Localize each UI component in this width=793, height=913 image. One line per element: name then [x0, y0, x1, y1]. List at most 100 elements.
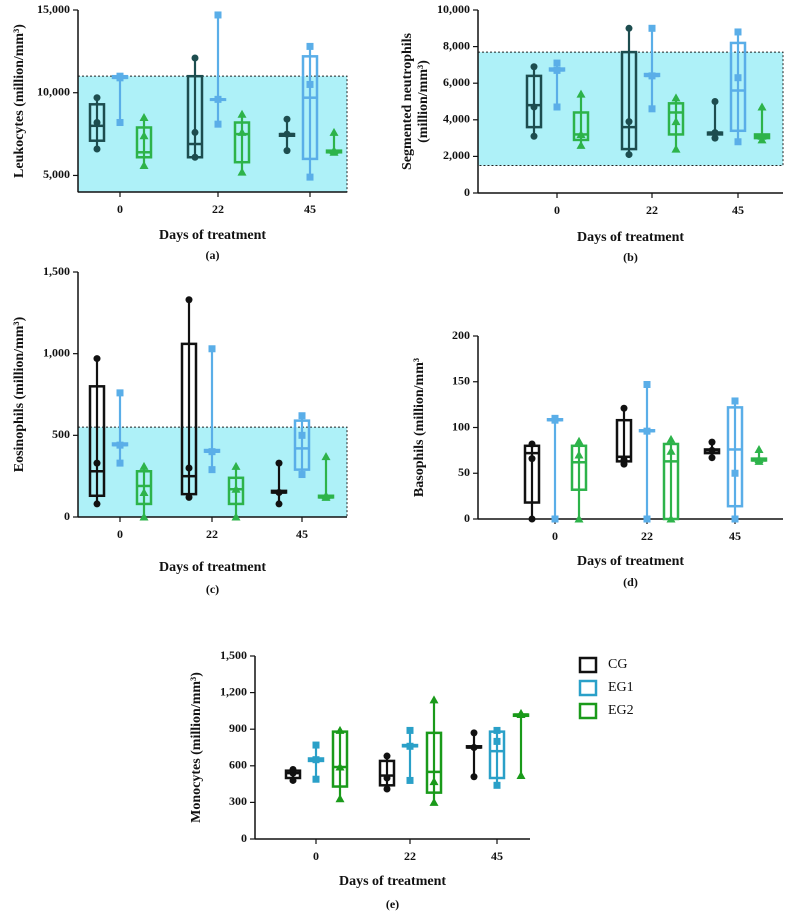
point — [711, 134, 719, 142]
point — [191, 153, 199, 161]
point — [470, 773, 478, 781]
point — [551, 414, 559, 422]
point — [191, 54, 199, 62]
x-tick-label: 45 — [729, 529, 741, 543]
point — [329, 127, 339, 136]
point — [551, 515, 559, 523]
point — [139, 488, 149, 496]
point — [470, 744, 478, 751]
point — [335, 762, 345, 771]
point — [93, 355, 101, 363]
point — [185, 493, 193, 501]
x-tick-label: 0 — [552, 529, 558, 543]
point — [383, 774, 391, 782]
point — [643, 515, 651, 523]
y-tick-label: 0 — [464, 511, 470, 525]
y-axis-label: Segmented neutrophils — [400, 32, 415, 170]
y-tick-label: 150 — [452, 374, 470, 388]
point — [731, 397, 739, 405]
point — [671, 144, 681, 153]
point — [321, 491, 331, 500]
point — [493, 737, 501, 745]
point — [214, 11, 222, 19]
point — [306, 173, 314, 181]
point — [283, 130, 291, 138]
box — [525, 74, 543, 129]
x-tick-label: 0 — [117, 202, 123, 216]
y-tick-label: 600 — [229, 758, 247, 772]
y-axis-label: Eosinophils (million/mm³) — [12, 316, 27, 472]
box — [570, 444, 588, 491]
box — [620, 50, 638, 151]
point — [116, 389, 124, 397]
point — [406, 742, 414, 750]
point — [666, 514, 676, 523]
point — [231, 484, 241, 493]
legend-swatch — [578, 679, 598, 697]
y-tick-label: 0 — [464, 185, 470, 199]
point — [289, 765, 297, 773]
box — [293, 419, 311, 471]
point — [275, 500, 283, 508]
point — [734, 74, 742, 82]
x-tick-label: 22 — [641, 529, 653, 543]
y-axis-label: Basophils (million/mm³ — [412, 358, 427, 497]
point — [185, 464, 193, 472]
box — [729, 41, 747, 133]
point — [731, 515, 739, 523]
y-tick-label: 1,200 — [220, 684, 247, 698]
x-tick-label: 45 — [732, 203, 744, 217]
y-tick-label: 10,000 — [437, 2, 470, 16]
point — [289, 776, 297, 784]
point — [625, 24, 633, 32]
point — [576, 129, 586, 138]
point — [493, 781, 501, 789]
y-tick-label: 10,000 — [37, 84, 70, 98]
point — [528, 455, 536, 463]
point — [625, 151, 633, 159]
legend-swatch — [578, 656, 598, 674]
box — [135, 126, 153, 159]
point — [191, 128, 199, 136]
y-tick-label: 1,000 — [43, 345, 70, 359]
box — [425, 731, 443, 794]
point — [528, 515, 536, 523]
point — [516, 771, 526, 780]
point — [757, 102, 767, 111]
point — [312, 741, 320, 749]
x-tick-label: 22 — [646, 203, 658, 217]
point — [139, 161, 149, 170]
point — [620, 404, 628, 412]
point — [528, 440, 536, 448]
point — [711, 129, 719, 137]
point — [731, 469, 739, 477]
point — [93, 145, 101, 153]
x-tick-label: 0 — [117, 527, 123, 541]
y-tick-label: 8,000 — [443, 38, 470, 52]
y-tick-label: 6,000 — [443, 75, 470, 89]
x-tick-label: 0 — [554, 203, 560, 217]
x-tick-label: 45 — [304, 202, 316, 216]
point — [93, 459, 101, 467]
y-tick-label: 900 — [229, 721, 247, 735]
legend-swatch — [578, 702, 598, 720]
point — [708, 438, 716, 446]
point — [754, 444, 764, 453]
point — [576, 89, 586, 98]
point — [93, 94, 101, 102]
y-axis-label: (million/mm³) — [416, 60, 431, 143]
point — [139, 461, 149, 470]
x-axis-label: Days of treatment — [577, 554, 684, 569]
panel-label: (b) — [623, 250, 638, 264]
point — [530, 63, 538, 71]
y-tick-label: 1,500 — [220, 648, 247, 662]
point — [116, 441, 124, 449]
y-tick-label: 300 — [229, 794, 247, 808]
legend-label: EG2 — [608, 703, 634, 718]
x-tick-label: 45 — [296, 527, 308, 541]
box — [572, 111, 590, 142]
x-tick-label: 22 — [212, 202, 224, 216]
point — [429, 777, 439, 786]
point — [648, 105, 656, 113]
